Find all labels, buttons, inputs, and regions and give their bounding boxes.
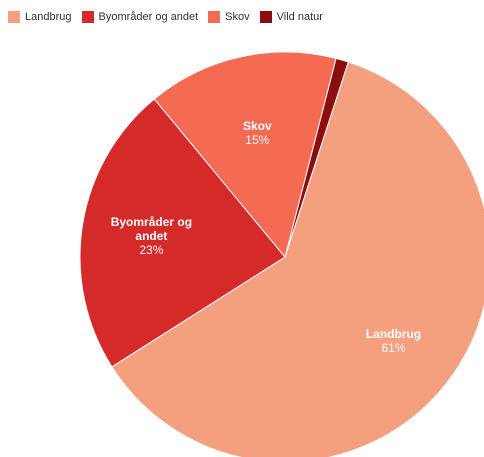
slice-skov [153,51,337,259]
slice-label-byomraader-name-1: andet [135,229,167,243]
slice-label-byomraader-percent: 23% [139,243,163,257]
slice-label-skov-name-0: Skov [243,119,272,133]
slice-label-skov-percent: 15% [245,133,269,147]
legend-item-vild-natur: Vild natur [259,11,323,23]
slice-label-landbrug-name-0: Landbrug [366,327,421,341]
legend-item-skov: Skov [208,11,250,23]
legend: Landbrug Byområder og andet Skov Vild na… [8,11,323,23]
legend-swatch-landbrug [8,11,20,23]
slice-label-byomraader-name-0: Byområder og [111,215,192,229]
legend-item-byomraader: Byområder og andet [81,11,199,23]
legend-label-vild-natur: Vild natur [276,11,323,23]
legend-swatch-skov [208,11,221,23]
legend-swatch-vild-natur [259,11,272,23]
legend-label-landbrug: Landbrug [25,11,72,23]
slice-byomraader [79,98,286,368]
slice-label-landbrug-percent: 61% [381,341,405,355]
legend-label-skov: Skov [225,11,250,23]
legend-item-landbrug: Landbrug [8,11,72,23]
slice-landbrug [111,61,484,457]
legend-label-byomraader: Byområder og andet [98,11,199,23]
legend-swatch-byomraader [81,11,94,23]
